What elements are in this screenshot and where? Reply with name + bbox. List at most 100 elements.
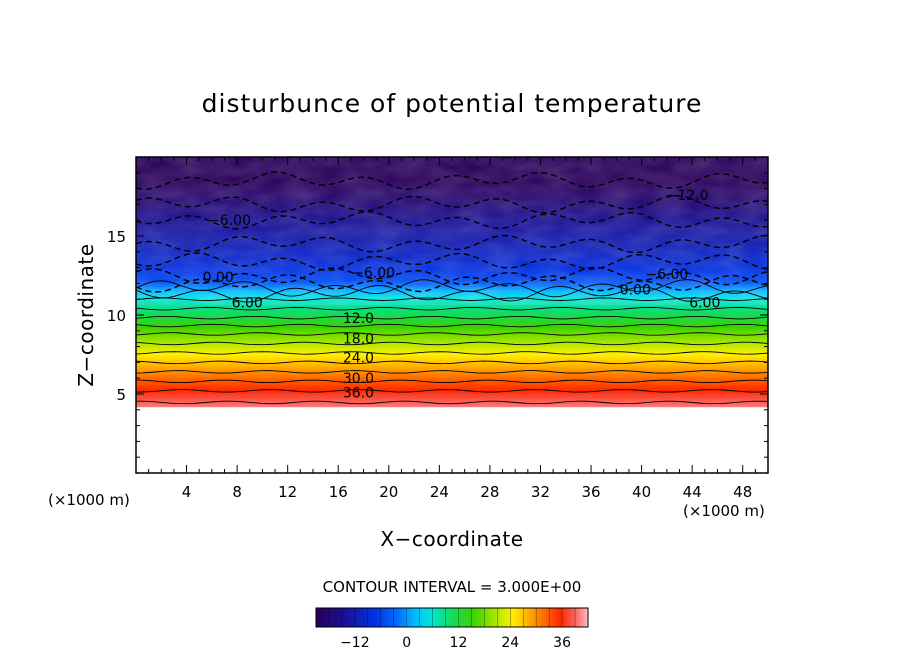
contour-label: 36.0 [343, 385, 374, 401]
field-band [136, 302, 768, 305]
field-band [136, 360, 768, 363]
field-band [136, 337, 768, 340]
contour-line [136, 360, 768, 365]
y-axis-label: Z−coordinate [74, 243, 98, 386]
x-tick-label: 36 [581, 483, 600, 501]
x-tick-label: 44 [683, 483, 702, 501]
contour-label-group: −6.00−12.0−6.00 −6.000.000.006.00 6.0012.0… [203, 188, 721, 402]
field-band [136, 373, 768, 376]
contour-label: 0.00 [203, 270, 234, 286]
field-band [136, 403, 768, 406]
contour-label: 6.00 [232, 295, 263, 311]
field-band [136, 348, 768, 351]
contour-lines [136, 171, 768, 405]
field-band [136, 400, 768, 403]
field-band [136, 294, 768, 297]
field-band [136, 379, 768, 382]
contour-line [136, 332, 768, 336]
field-band [136, 387, 768, 390]
contour-line [136, 379, 768, 384]
field-band [136, 356, 768, 359]
colorbar-tick-label: 12 [450, 635, 468, 651]
colorbar-divisions [315, 608, 589, 627]
field-band [136, 311, 768, 315]
colorbar-tick-label: 0 [402, 635, 411, 651]
field-band [136, 368, 768, 371]
field-band [136, 313, 768, 316]
field-band [136, 346, 768, 349]
contour-label: 12.0 [343, 311, 374, 327]
contour-line [136, 341, 768, 346]
field-band [136, 343, 768, 346]
x-tick-label: 16 [329, 483, 348, 501]
contour-label: 0.00 [620, 283, 651, 299]
field-band [136, 394, 768, 397]
field-band [136, 305, 768, 308]
field-band [136, 395, 768, 398]
field-band [136, 405, 768, 408]
x-tick-label: 28 [480, 483, 499, 501]
field-band [136, 345, 768, 348]
field-band [136, 338, 768, 341]
field-band [136, 340, 768, 343]
field-band [136, 319, 768, 322]
x-tick-label: 20 [379, 483, 398, 501]
colorbar-tick-label: 24 [501, 635, 519, 651]
field-band [136, 326, 768, 329]
field-band [136, 291, 768, 294]
field-band [136, 322, 768, 326]
field-band [136, 359, 768, 362]
contour-label: 30.0 [343, 371, 374, 387]
field-band [136, 349, 768, 352]
x-unit-left: (×1000 m) [48, 491, 130, 509]
x-tick-label: 40 [632, 483, 651, 501]
field-band [136, 335, 768, 338]
field-band [136, 297, 768, 300]
x-axis-label: X−coordinate [380, 527, 523, 551]
field-band [136, 363, 768, 367]
field-band [136, 321, 768, 324]
field-band [136, 308, 768, 311]
contour-line [136, 400, 768, 405]
field-band [136, 386, 768, 389]
field-band [136, 354, 768, 357]
field-band [136, 341, 768, 345]
field-band [136, 318, 768, 321]
field-band [136, 303, 768, 307]
field-band [136, 389, 768, 392]
contour-label: −12.0 [666, 188, 709, 204]
contour-label: 24.0 [343, 351, 374, 367]
field-band [136, 352, 768, 356]
x-tick-label: 12 [278, 483, 297, 501]
contour-label: 18.0 [343, 332, 374, 348]
y-tick-label: 5 [116, 386, 126, 404]
field-band [136, 333, 768, 337]
field-band [136, 327, 768, 330]
field-band [136, 329, 768, 332]
field-band [136, 392, 768, 395]
field-band [136, 310, 768, 313]
field-band [136, 371, 768, 375]
y-tick-label: 10 [107, 307, 126, 325]
field-band [136, 300, 768, 303]
colorbar-tick-label: 36 [553, 635, 571, 651]
contour-line [136, 279, 768, 298]
field-band [136, 370, 768, 373]
field-band [136, 375, 768, 378]
contour-line [136, 306, 768, 311]
field-band [136, 315, 768, 318]
contour-label: 6.00 [689, 295, 720, 311]
chart-title: disturbunce of potential temperature [202, 89, 703, 118]
field-band [136, 390, 768, 394]
colorbar-tick-label: −12 [340, 635, 370, 651]
field-band [136, 376, 768, 379]
field-band [136, 384, 768, 387]
contour-line [136, 370, 768, 374]
field-band [136, 398, 768, 401]
x-unit-right: (×1000 m) [683, 502, 765, 520]
contour-interval-note: CONTOUR INTERVAL = 3.000E+00 [323, 578, 582, 596]
field-band [136, 299, 768, 302]
x-tick-label: 48 [733, 483, 752, 501]
field-band [136, 397, 768, 400]
